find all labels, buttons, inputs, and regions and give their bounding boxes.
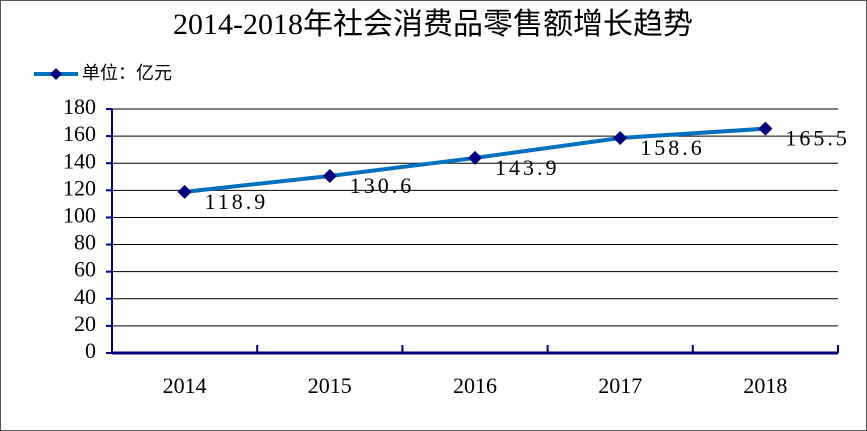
data-label: 165.5	[785, 126, 850, 151]
marker	[322, 168, 337, 183]
y-tick-label: 0	[85, 338, 96, 363]
data-label: 158.6	[640, 135, 705, 160]
x-tick-label: 2016	[453, 373, 497, 398]
y-tick-label: 160	[63, 121, 96, 146]
marker	[613, 131, 628, 146]
y-tick-label: 180	[63, 94, 96, 119]
marker	[468, 150, 482, 165]
data-label: 143.9	[495, 155, 560, 180]
y-tick-label: 100	[63, 202, 96, 227]
y-tick-label: 80	[74, 230, 96, 255]
legend-marker	[50, 68, 62, 80]
y-tick-label: 140	[63, 148, 96, 173]
y-tick-label: 120	[63, 175, 96, 200]
marker	[177, 184, 192, 199]
x-tick-label: 2015	[308, 373, 352, 398]
data-label: 118.9	[205, 189, 269, 214]
y-tick-label: 60	[74, 257, 96, 282]
legend-label: 单位：亿元	[82, 63, 172, 84]
data-label: 130.6	[350, 173, 415, 198]
marker	[758, 121, 773, 136]
y-tick-label: 40	[74, 284, 96, 309]
chart-title: 2014-2018年社会消费品零售额增长趋势	[173, 8, 693, 41]
x-tick-label: 2018	[743, 373, 787, 398]
x-tick-label: 2014	[163, 373, 207, 398]
x-tick-label: 2017	[598, 373, 642, 398]
y-tick-label: 20	[74, 311, 96, 336]
